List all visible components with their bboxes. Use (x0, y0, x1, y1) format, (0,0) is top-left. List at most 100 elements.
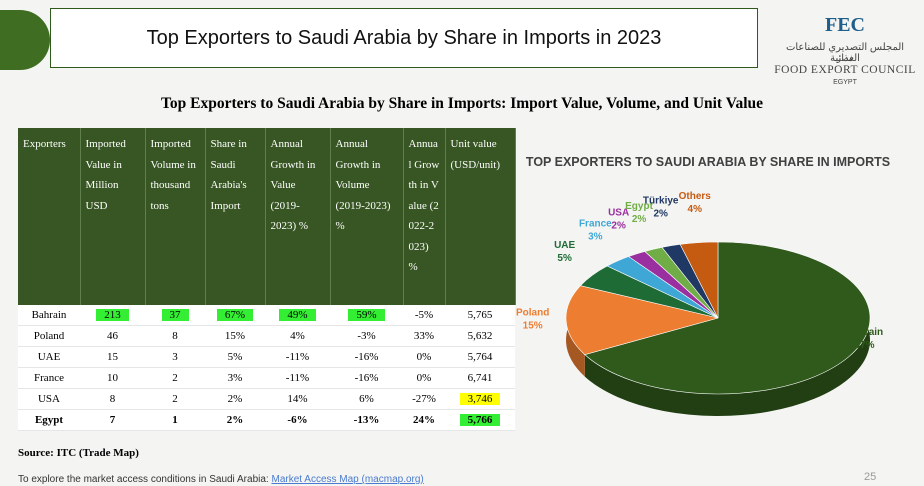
table-cell: 33% (403, 325, 445, 347)
cell-text: 2% (226, 414, 244, 426)
table-cell: 6,741 (445, 367, 515, 389)
column-header: Annual Growth in Value (2019-2023) % (265, 128, 331, 305)
cell-text: 15% (224, 330, 246, 342)
table-cell: 59% (330, 305, 403, 326)
header-row: Exporters Imported Value in Million USD Im… (18, 128, 516, 305)
table-cell: 2 (145, 388, 205, 410)
table-body: Bahrain 213 37 67% 49% 59% -5% 5,765 Poland 46 8 15… (18, 305, 515, 431)
slice-category: Others (679, 191, 712, 202)
cell-text: Poland (33, 330, 65, 342)
cell-text: -6% (287, 414, 308, 426)
slice-category: USA (608, 208, 629, 219)
slice-value-label: 5% (557, 253, 572, 264)
table-cell: 15% (205, 325, 265, 347)
cell-text: -11% (285, 372, 310, 384)
slice-side (680, 242, 718, 267)
subtitle: Top Exporters to Saudi Arabia by Share i… (160, 95, 764, 112)
cell-text: 2 (172, 372, 178, 384)
cell-text: 46 (107, 330, 118, 342)
cell-text: -13% (353, 414, 380, 426)
slice-value-label: 67% (855, 340, 875, 351)
slice (565, 285, 719, 355)
logo-arabic-sub: مصر (837, 54, 853, 63)
table-row: Bahrain 213 37 67% 49% 59% -5% 5,765 (18, 305, 515, 326)
slice (579, 265, 719, 319)
cell-text: 7 (109, 414, 116, 426)
slice-side (607, 256, 629, 288)
cell-text: 24% (413, 414, 435, 426)
slice-category: Bahrain (846, 327, 883, 338)
slice (628, 251, 719, 319)
table-cell: -5% (403, 305, 445, 326)
cell-text: 6% (359, 393, 374, 405)
table-cell: Bahrain (18, 305, 80, 326)
table-cell: 2% (205, 388, 265, 410)
table-cell: 3 (145, 346, 205, 368)
table-cell: -13% (330, 409, 403, 431)
cell-text: 59% (348, 309, 385, 321)
column-header: Unit value (USD/unit) (445, 128, 516, 305)
table-cell: 49% (265, 305, 330, 326)
table-cell: UAE (18, 346, 80, 368)
table-cell: USA (18, 388, 80, 410)
cell-text: 5% (227, 351, 243, 363)
cell-text: 37 (161, 309, 189, 321)
table-cell: 3% (205, 367, 265, 389)
slice-side (584, 242, 871, 416)
slice (661, 244, 719, 319)
table-cell: 0% (403, 346, 445, 368)
table-row: USA 8 2 2% 14% 6% -27% 3,746 (18, 388, 515, 410)
title-box: Top Exporters to Saudi Arabia by Share i… (50, 8, 758, 68)
cell-text: -27% (412, 393, 436, 405)
footer-link[interactable]: Market Access Map (macmap.org) (271, 474, 424, 485)
slice-category: France (579, 218, 612, 229)
cell-text: 2 (172, 393, 178, 405)
cell-text: 8 (172, 330, 178, 342)
slice (606, 256, 719, 319)
source: Source: ITC (Trade Map) (18, 447, 139, 459)
table-cell: -27% (403, 388, 445, 410)
cell-text: USA (37, 393, 60, 405)
logo-country: EGYPT (833, 79, 857, 86)
slice-side (662, 244, 681, 270)
cell-text: France (34, 372, 64, 384)
slice (644, 247, 719, 319)
slice-side (566, 285, 585, 377)
table-row: Egypt 7 1 2% -6% -13% 24% 5,766 (18, 409, 515, 431)
table-cell: 15 (80, 346, 145, 368)
cell-text: 67% (216, 309, 254, 321)
table-cell: 4% (265, 325, 330, 347)
slice-category: Egypt (625, 201, 653, 212)
column-header: Annual Growth in Value (2022-2023) % (403, 128, 446, 305)
table-cell: Poland (18, 325, 80, 347)
cell-text: 0% (416, 351, 432, 363)
slice-value-label: 3% (588, 231, 603, 242)
table-cell: 213 (80, 305, 145, 326)
slice (679, 241, 719, 319)
column-header: Imported Value in Million USD (80, 128, 146, 305)
slice-side (628, 251, 645, 279)
cell-text: 5,632 (467, 330, 493, 342)
table-cell: 14% (265, 388, 330, 410)
cell-text: 3,746 (459, 393, 501, 405)
footer: To explore the market access conditions … (18, 474, 424, 485)
data-table: Exporters Imported Value in Million USD Im… (18, 128, 516, 431)
table-cell: -6% (265, 409, 330, 431)
table-cell: 5,765 (445, 305, 515, 326)
table-cell: 1 (145, 409, 205, 431)
table-cell: -11% (265, 346, 330, 368)
table-cell: 7 (80, 409, 145, 431)
cell-text: Bahrain (31, 309, 67, 321)
table-cell: 24% (403, 409, 445, 431)
table-row: Poland 46 8 15% 4% -3% 33% 5,632 (18, 325, 515, 347)
title: Top Exporters to Saudi Arabia by Share i… (146, 26, 662, 49)
table-cell: 5,766 (445, 409, 515, 431)
slice-category: Türkiye (643, 196, 679, 207)
cell-text: 33% (413, 330, 435, 342)
table-cell: 2% (205, 409, 265, 431)
column-header: Annual Growth in Volume (2019-2023) % (330, 128, 404, 305)
slice-value-label: 4% (688, 204, 703, 215)
cell-text: -3% (357, 330, 376, 342)
table-cell: 8 (80, 388, 145, 410)
